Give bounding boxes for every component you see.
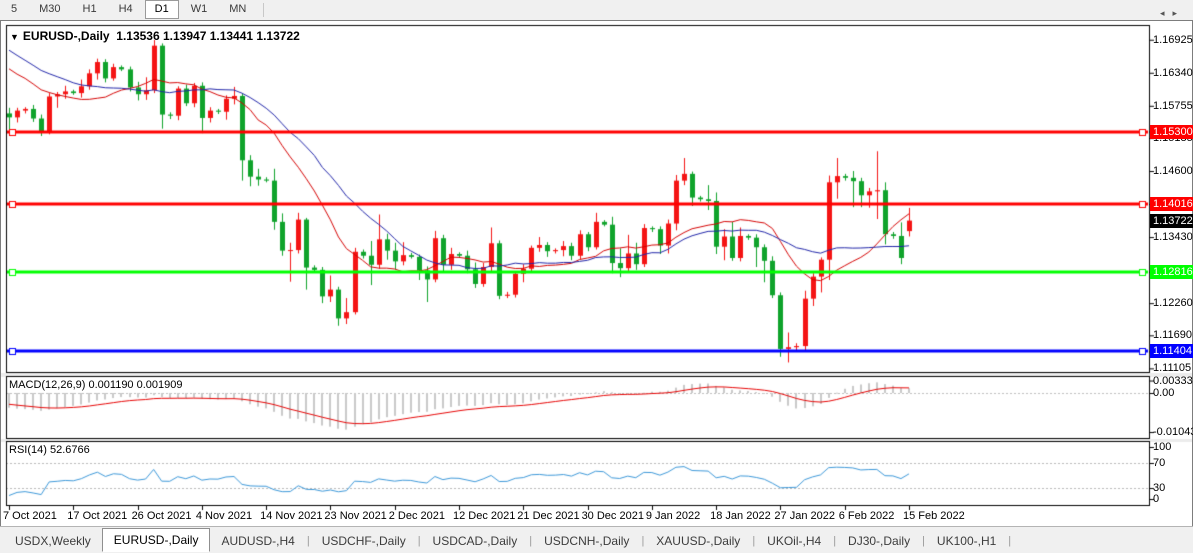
macd-scale-label: 0.00 (1153, 387, 1175, 399)
date-axis-label: 26 Oct 2021 (131, 510, 192, 522)
date-axis-label: 9 Jan 2022 (645, 510, 701, 522)
date-axis-label: 30 Dec 2021 (581, 510, 644, 522)
date-axis-label: 23 Nov 2021 (324, 510, 387, 522)
price-axis-label: 1.15755 (1153, 99, 1193, 112)
date-axis-label: 21 Dec 2021 (517, 510, 580, 522)
chart-canvas[interactable] (1, 21, 1192, 526)
tab-separator: | (833, 534, 837, 547)
symbol-tab-usdcnh-daily[interactable]: USDCNH-,Daily (544, 533, 630, 548)
price-level-badge: 1.11404 (1150, 344, 1193, 359)
symbol-tab-dj30-daily[interactable]: DJ30-,Daily (848, 533, 911, 548)
macd-values: 0.001190 0.001909 (88, 379, 183, 391)
rsi-name: RSI(14) (9, 444, 47, 456)
tab-separator: | (641, 534, 645, 547)
chart-title: ▼ EURUSD-,Daily 1.13536 1.13947 1.13441 1… (10, 29, 300, 43)
tab-scroll-right-icon[interactable]: ▸ (1172, 8, 1185, 18)
chart-ohlc-values: 1.13536 1.13947 1.13441 1.13722 (116, 29, 300, 43)
timeframe-button-m30[interactable]: M30 (39, 3, 61, 15)
date-axis-label: 7 Oct 2021 (3, 510, 57, 522)
price-axis-label: 1.11105 (1153, 362, 1192, 375)
date-axis-label: 27 Jan 2022 (774, 510, 835, 522)
symbol-tab-eurusd-daily[interactable]: EURUSD-,Daily (101, 527, 211, 552)
date-axis-label: 14 Nov 2021 (260, 510, 323, 522)
macd-scale-label: 0.003331 (1153, 374, 1193, 387)
price-axis-label: 1.16340 (1153, 66, 1193, 79)
price-axis-label: 1.16925 (1153, 33, 1193, 46)
rsi-scale-label: 100 (1153, 441, 1172, 453)
date-axis-label: 6 Feb 2022 (838, 510, 895, 522)
symbol-tab-usdcad-daily[interactable]: USDCAD-,Daily (432, 533, 518, 548)
symbol-tab-usdchf-daily[interactable]: USDCHF-,Daily (321, 533, 406, 548)
tab-separator: | (529, 534, 533, 547)
rsi-scale-label: 30 (1153, 482, 1166, 494)
tab-separator: | (417, 534, 421, 547)
price-level-badge: 1.12816 (1150, 264, 1193, 279)
timeframe-toolbar: 5 M30 H1 H4 D1 W1 MN (0, 0, 1193, 19)
toolbar-separator (263, 2, 265, 17)
date-axis-label: 17 Oct 2021 (67, 510, 128, 522)
timeframe-button-5[interactable]: 5 (11, 3, 18, 15)
date-axis-label: 2 Dec 2021 (388, 510, 445, 522)
timeframe-button-mn[interactable]: MN (229, 3, 247, 15)
chart-window: ▼ EURUSD-,Daily 1.13536 1.13947 1.13441 1… (0, 20, 1193, 527)
symbol-tabbar: USDX,Weekly EURUSD-,Daily AUDUSD-,H4 | USDCH… (0, 526, 1193, 553)
macd-scale-label: -0.010439 (1153, 426, 1193, 439)
date-axis-label: 18 Jan 2022 (710, 510, 771, 522)
price-axis-label: 1.11690 (1153, 329, 1192, 342)
price-level-badge: 1.15300 (1150, 124, 1193, 139)
tab-separator: | (1008, 534, 1012, 547)
timeframe-button-w1[interactable]: W1 (190, 3, 208, 15)
timeframe-button-h4[interactable]: H4 (118, 3, 133, 15)
tab-separator: | (922, 534, 925, 547)
tab-scroll-left-icon[interactable]: ◂ (1159, 8, 1173, 18)
rsi-scale-label: 0 (1153, 493, 1160, 505)
date-axis-label: 4 Nov 2021 (195, 510, 253, 522)
rsi-scale-label: 70 (1153, 457, 1166, 469)
tab-separator: | (306, 534, 310, 547)
date-axis-label: 12 Dec 2021 (452, 510, 516, 522)
date-axis-label: 15 Feb 2022 (902, 510, 965, 522)
rsi-indicator-label: RSI(14) 52.6766 (9, 444, 90, 456)
price-axis-label: 1.13430 (1153, 231, 1193, 244)
symbol-tab-audusd-h4[interactable]: AUDUSD-,H4 (221, 533, 295, 548)
timeframe-button-h1[interactable]: H1 (82, 3, 97, 15)
tab-scroll-arrows[interactable]: ◂▸ (1160, 8, 1185, 19)
symbol-tab-usdx-weekly[interactable]: USDX,Weekly (15, 533, 91, 548)
symbol-tab-uk100-h1[interactable]: UK100-,H1 (936, 533, 997, 548)
symbol-tab-xauusd-daily[interactable]: XAUUSD-,Daily (656, 533, 741, 548)
price-axis-label: 1.12260 (1153, 297, 1193, 310)
current-price-badge: 1.13722 (1150, 213, 1193, 228)
symbol-tab-ukoil-h4[interactable]: UKOil-,H4 (767, 533, 822, 548)
price-level-badge: 1.14016 (1150, 197, 1193, 211)
symbol-dropdown-arrow-icon[interactable]: ▼ (10, 32, 19, 42)
macd-indicator-label: MACD(12,26,9) 0.001190 0.001909 (9, 379, 182, 391)
chart-symbol-period: EURUSD-,Daily (22, 29, 110, 43)
price-axis-label: 1.14600 (1153, 165, 1193, 178)
timeframe-button-d1[interactable]: D1 (144, 0, 179, 19)
rsi-value: 52.6766 (49, 444, 90, 456)
tab-separator: | (752, 534, 756, 547)
macd-name: MACD(12,26,9) (9, 379, 86, 391)
